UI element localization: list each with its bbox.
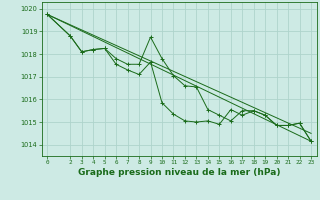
X-axis label: Graphe pression niveau de la mer (hPa): Graphe pression niveau de la mer (hPa) xyxy=(78,168,280,177)
